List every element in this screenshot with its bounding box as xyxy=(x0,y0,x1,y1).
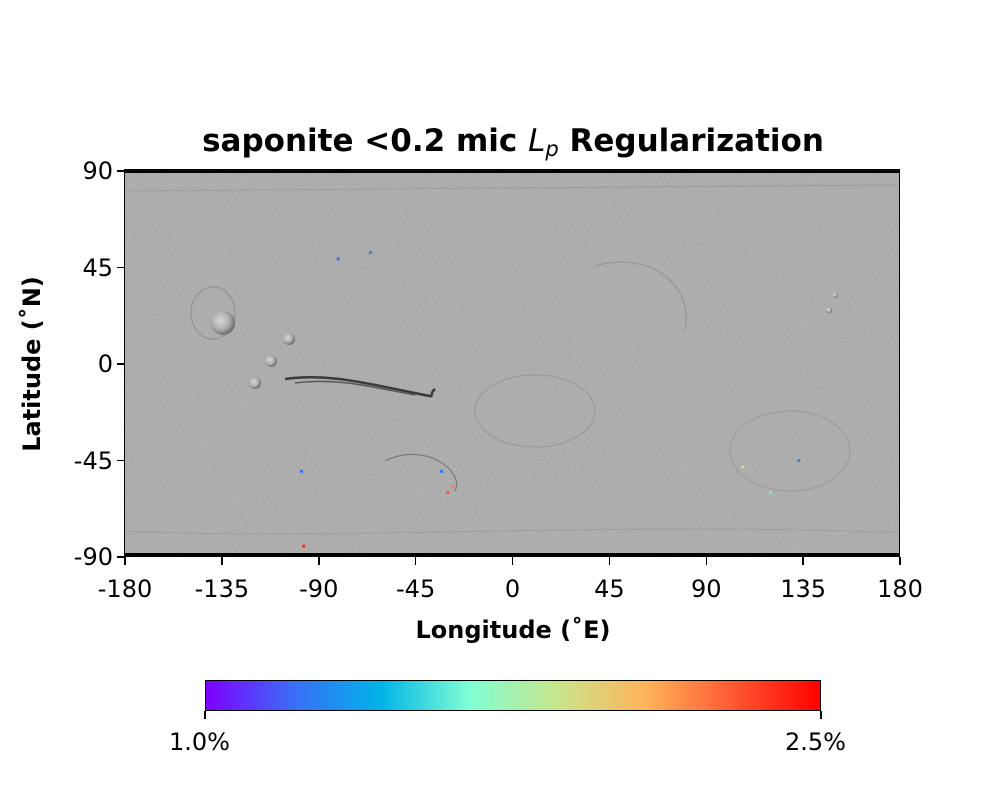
y-tick-mark xyxy=(117,170,125,172)
terrain-features xyxy=(125,184,899,535)
x-tick-mark xyxy=(511,557,514,565)
colorbar xyxy=(205,680,821,711)
detection-point xyxy=(741,465,745,469)
detection-point xyxy=(300,469,304,473)
x-tick-label: 45 xyxy=(594,575,625,603)
mars-shaded-relief-map xyxy=(125,171,899,555)
map-top-edge xyxy=(124,169,900,173)
x-tick-mark xyxy=(899,557,901,565)
y-tick-mark xyxy=(117,266,125,269)
y-tick-mark xyxy=(117,459,125,462)
colorbar-min-tick xyxy=(204,711,206,719)
colorbar-min-label: 1.0% xyxy=(169,728,230,756)
detection-point xyxy=(450,484,454,488)
x-tick-mark xyxy=(318,557,320,565)
x-tick-label: -45 xyxy=(396,575,436,603)
detection-point xyxy=(336,257,340,261)
y-tick-mark xyxy=(117,556,125,558)
y-axis-label: Latitude (˚N) xyxy=(18,276,46,452)
map-bottom-edge xyxy=(124,553,900,557)
x-tick-mark xyxy=(221,557,223,565)
x-tick-mark xyxy=(802,557,804,565)
detection-point xyxy=(446,491,450,495)
chart-title: saponite <0.2 mic Lp Regularization xyxy=(202,123,824,161)
x-tick-label: 0 xyxy=(504,575,521,603)
x-tick-mark xyxy=(608,557,611,565)
colorbar-max-label: 2.5% xyxy=(785,728,846,756)
x-tick-label: -135 xyxy=(194,575,250,603)
detections-layer xyxy=(177,250,801,555)
x-tick-label: 135 xyxy=(780,575,827,603)
x-tick-label: -90 xyxy=(299,575,339,603)
x-tick-mark xyxy=(705,557,707,565)
y-tick-mark xyxy=(117,363,125,365)
colorbar-max-tick xyxy=(820,711,822,719)
volcanoes xyxy=(211,292,838,389)
map-plot-area xyxy=(124,170,900,556)
detection-point xyxy=(797,459,801,462)
x-tick-label: 90 xyxy=(690,575,722,603)
detection-point xyxy=(439,469,443,473)
detection-point xyxy=(769,491,773,495)
x-tick-label: -180 xyxy=(97,575,153,603)
detection-point xyxy=(368,250,372,254)
x-axis-label: Longitude (˚E) xyxy=(415,616,611,644)
y-tick-label: -90 xyxy=(73,543,113,571)
x-tick-mark xyxy=(124,557,126,565)
y-tick-label: 45 xyxy=(82,253,113,282)
detection-point xyxy=(302,544,306,548)
title-lp-symbol: Lp xyxy=(528,123,559,161)
x-tick-label: 180 xyxy=(877,575,923,603)
y-tick-label: 0 xyxy=(97,350,113,378)
y-tick-label: 90 xyxy=(82,157,113,185)
y-tick-label: -45 xyxy=(73,446,113,475)
x-tick-mark xyxy=(414,557,417,565)
